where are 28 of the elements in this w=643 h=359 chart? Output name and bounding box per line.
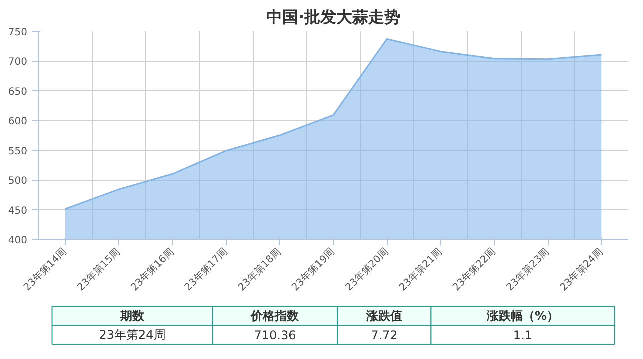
y-tick-label: 450 bbox=[8, 206, 28, 217]
y-tick-label: 750 bbox=[8, 28, 28, 38]
x-tick-label: 23年第18周 bbox=[236, 246, 284, 294]
text: 期数 bbox=[120, 309, 146, 323]
y-tick-label: 600 bbox=[8, 116, 28, 128]
y-tick-label: 500 bbox=[8, 176, 28, 188]
x-tick-label: 23年第21周 bbox=[396, 246, 445, 294]
text: 710.36 bbox=[254, 328, 296, 342]
x-tick-label: 23年第22周 bbox=[450, 246, 498, 294]
x-tick-label: 23年第14周 bbox=[22, 246, 70, 294]
y-tick-label: 700 bbox=[8, 57, 28, 68]
x-tick-label: 23年第20周 bbox=[343, 246, 392, 294]
text: 23年第24周 bbox=[99, 328, 166, 342]
x-tick-label: 23年第17周 bbox=[182, 246, 230, 294]
x-tick-label: 23年第24周 bbox=[558, 246, 606, 294]
x-tick-label: 23年第19周 bbox=[290, 246, 338, 294]
text: 涨跌值 bbox=[365, 309, 402, 323]
text: 价格指数 bbox=[250, 309, 300, 323]
y-tick-label: 650 bbox=[8, 86, 28, 98]
x-tick-label: 23年第16周 bbox=[128, 246, 176, 294]
text: 7.72 bbox=[371, 328, 398, 342]
y-tick-label: 550 bbox=[8, 146, 28, 158]
chart-title: 中国·批发大蒜走势 bbox=[266, 8, 401, 26]
x-tick-label: 23年第15周 bbox=[75, 246, 123, 294]
x-tick-label: 23年第23周 bbox=[504, 246, 552, 294]
y-tick-label: 400 bbox=[8, 236, 28, 246]
text: 1.1 bbox=[513, 328, 533, 342]
text: 涨跌幅（%） bbox=[486, 309, 559, 323]
